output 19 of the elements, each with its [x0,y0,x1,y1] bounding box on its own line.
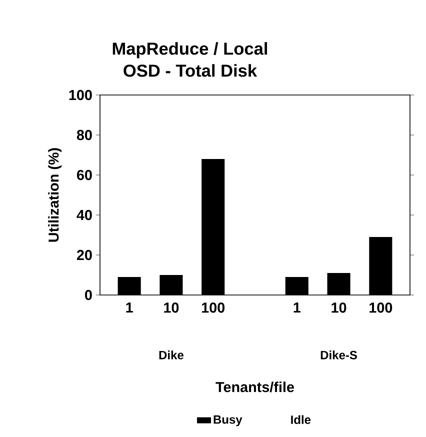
text: Dike [159,350,184,360]
legend-label: Busy [214,415,242,426]
text: Idle [291,415,311,424]
x-tick-label: 1 [294,302,300,312]
x-tick-label: 1 [126,302,133,312]
y-tick-label: 100 [69,90,92,100]
y-tick-label: 40 [76,210,92,220]
y-tick-label: 60 [76,170,92,180]
x-tick-label: 100 [202,302,225,313]
y-tick-label: 20 [76,250,92,260]
y-axis-title: Utilization (%) [48,148,62,242]
y-tick-label: 80 [76,130,92,140]
chart-title: MapReduce / Local OSD - Total Disk [112,42,268,77]
x-tick-label: 10 [164,302,179,313]
x-axis-title: Tenants/file [216,382,294,392]
y-tick-label: 0 [85,290,92,300]
x-tick-label: 10 [332,302,346,313]
x-tick-label: 100 [370,302,392,313]
text: Dike-S [320,350,357,360]
